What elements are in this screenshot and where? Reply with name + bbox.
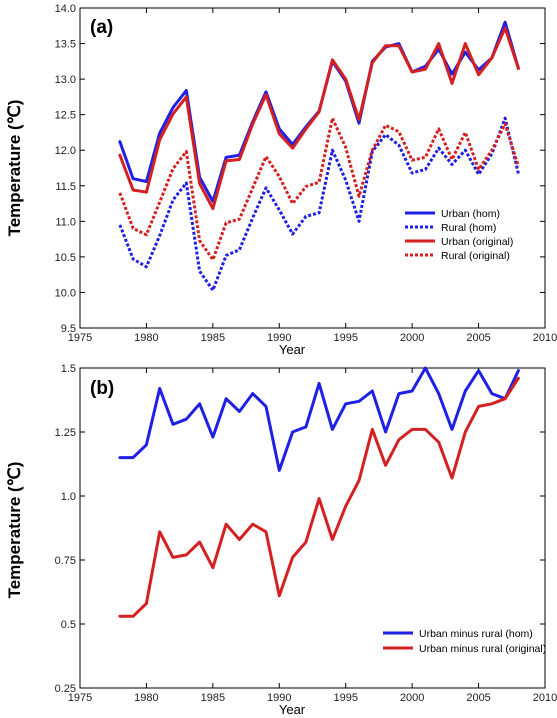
- panel-a: (a) 1975 1980 1985 1990 1995 2000 2005 20109.51…: [5, 3, 557, 357]
- y-tick-label: 11.5: [55, 181, 76, 193]
- y-tick-label: 1.25: [55, 427, 76, 439]
- x-tick-label: 1995: [333, 692, 357, 704]
- x-tick-label: 1995: [333, 332, 357, 344]
- panel-b-y-axis-label: Temperature (℃): [5, 462, 24, 599]
- legend-label: Urban (original): [441, 236, 513, 248]
- panel-b: (b) 1975 1980 1985 1990 1995 2000 2005 2010 0.25…: [5, 363, 557, 717]
- legend-label: Urban minus rural (original): [419, 643, 546, 655]
- y-tick-label: 0.5: [61, 619, 76, 631]
- legend-label: Urban minus rural (hom): [419, 628, 533, 640]
- x-tick-label: 2000: [400, 332, 424, 344]
- x-tick-label: 2010: [533, 692, 557, 704]
- y-tick-label: 12.0: [55, 145, 76, 157]
- y-tick-label: 0.25: [55, 683, 76, 695]
- y-tick-label: 13.5: [55, 39, 76, 51]
- y-tick-label: 14.0: [55, 3, 76, 15]
- x-tick-label: 2010: [533, 332, 557, 344]
- panel-a-label: (a): [90, 17, 113, 38]
- legend-label: Rural (hom): [441, 222, 496, 234]
- x-tick-label: 1985: [201, 692, 225, 704]
- panel-a-legend: Urban (hom) Rural (hom) Urban (original) Ru…: [405, 208, 513, 262]
- x-tick-label: 1975: [68, 332, 92, 344]
- panel-a-series: [118, 20, 520, 292]
- y-tick-label: 1.5: [61, 363, 76, 375]
- x-tick-label: 1990: [267, 332, 291, 344]
- legend-label: Urban (hom): [441, 208, 500, 220]
- panel-b-x-axis-label: Year: [279, 702, 306, 717]
- panel-b-series: [118, 366, 520, 618]
- y-tick-label: 12.5: [55, 110, 76, 122]
- panel-b-plot-frame: [79, 367, 546, 689]
- x-tick-label: 2000: [400, 692, 424, 704]
- x-tick-label: 2005: [466, 332, 490, 344]
- y-tick-label: 0.75: [55, 555, 76, 567]
- x-tick-label: 1990: [267, 692, 291, 704]
- series-line-rural-original: [118, 116, 520, 262]
- series-line-urban-minus-rural-original: [118, 376, 520, 618]
- y-tick-label: 13.0: [55, 74, 76, 86]
- panel-a-y-axis-label: Temperature (℃): [5, 100, 24, 237]
- y-tick-label: 1.0: [61, 491, 76, 503]
- panel-b-ticks: 1975 1980 1985 1990 1995 2000 2005 2010 0.25 0.5 0…: [55, 363, 557, 704]
- x-tick-label: 2005: [466, 692, 490, 704]
- series-line-rural-hom: [118, 116, 520, 292]
- legend-label: Rural (original): [441, 250, 510, 262]
- x-tick-label: 1985: [201, 332, 225, 344]
- y-tick-label: 10.5: [55, 252, 76, 264]
- x-tick-label: 1980: [134, 692, 158, 704]
- panel-a-plot-frame: [79, 7, 546, 329]
- panel-a-x-axis-label: Year: [279, 342, 306, 357]
- x-tick-label: 1975: [68, 692, 92, 704]
- x-tick-label: 1980: [134, 332, 158, 344]
- panel-b-legend: Urban minus rural (hom) Urban minus rural…: [383, 628, 546, 655]
- series-line-urban-original: [118, 26, 520, 210]
- panel-a-ticks: 1975 1980 1985 1990 1995 2000 2005 2010 9.5 10.0 1…: [55, 3, 557, 344]
- series-line-urban-minus-rural-hom: [118, 366, 520, 472]
- y-tick-label: 9.5: [61, 323, 76, 335]
- panel-b-label: (b): [90, 378, 114, 399]
- y-tick-label: 11.0: [55, 216, 76, 228]
- y-tick-label: 10.0: [55, 287, 76, 299]
